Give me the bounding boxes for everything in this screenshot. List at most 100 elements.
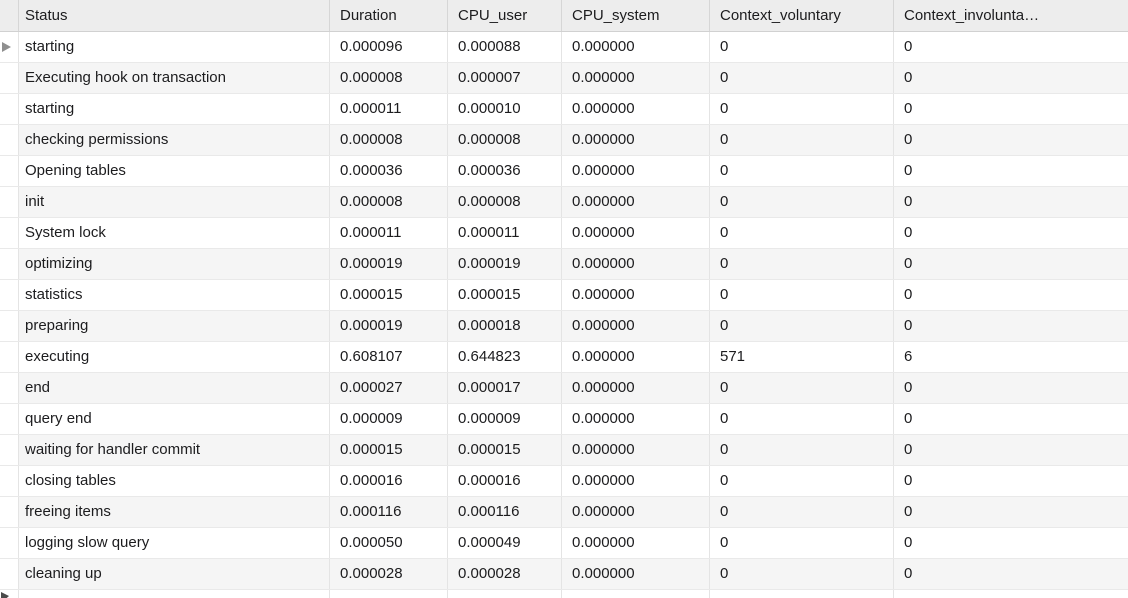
cell-duration[interactable]: 0.000009 <box>329 404 447 434</box>
cell-cpu_system[interactable]: 0.000000 <box>561 342 709 372</box>
cell-context_involuntary[interactable]: 0 <box>893 218 1128 248</box>
cell-cpu_system[interactable]: 0.000000 <box>561 63 709 93</box>
table-row[interactable]: optimizing 0.000019 0.000019 0.000000 0 0 <box>0 249 1128 280</box>
cell-context_involuntary[interactable]: 0 <box>893 249 1128 279</box>
cell-cpu_user[interactable]: 0.000049 <box>447 528 561 558</box>
cell-duration[interactable]: 0.000011 <box>329 94 447 124</box>
cell-status[interactable]: starting <box>18 94 329 124</box>
table-row[interactable]: starting 0.000096 0.000088 0.000000 0 0 <box>0 32 1128 63</box>
cell-context_voluntary[interactable]: 571 <box>709 342 893 372</box>
cell-context_involuntary[interactable]: 0 <box>893 528 1128 558</box>
cell-duration[interactable]: 0.000028 <box>329 559 447 589</box>
table-row[interactable]: closing tables 0.000016 0.000016 0.000000 0 0 <box>0 466 1128 497</box>
column-header-context_involuntary[interactable]: Context_involunta… <box>893 0 1128 31</box>
cell-cpu_user[interactable]: 0.000016 <box>447 466 561 496</box>
cell-context_involuntary[interactable]: 0 <box>893 373 1128 403</box>
table-row[interactable]: Executing hook on transaction 0.000008 0.0… <box>0 63 1128 94</box>
cell-context_voluntary[interactable]: 0 <box>709 311 893 341</box>
cell-duration[interactable]: 0.000015 <box>329 435 447 465</box>
cell-cpu_system[interactable]: 0.000000 <box>561 528 709 558</box>
cell-cpu_user[interactable]: 0.000028 <box>447 559 561 589</box>
cell-context_voluntary[interactable]: 0 <box>709 435 893 465</box>
cell-status[interactable]: preparing <box>18 311 329 341</box>
cell-status[interactable]: checking permissions <box>18 125 329 155</box>
cell-status[interactable]: statistics <box>18 280 329 310</box>
cell-cpu_user[interactable]: 0.000036 <box>447 156 561 186</box>
cell-context_voluntary[interactable]: 0 <box>709 187 893 217</box>
table-row[interactable]: cleaning up 0.000028 0.000028 0.000000 0 0 <box>0 559 1128 590</box>
table-row[interactable]: Opening tables 0.000036 0.000036 0.000000 0 0 <box>0 156 1128 187</box>
column-header-cpu_user[interactable]: CPU_user <box>447 0 561 31</box>
cell-context_involuntary[interactable]: 6 <box>893 342 1128 372</box>
cell-cpu_system[interactable]: 0.000000 <box>561 373 709 403</box>
cell-context_involuntary[interactable]: 0 <box>893 156 1128 186</box>
cell-cpu_system[interactable]: 0.000000 <box>561 156 709 186</box>
cell-cpu_system[interactable]: 0.000000 <box>561 187 709 217</box>
cell-cpu_user[interactable]: 0.000015 <box>447 280 561 310</box>
cell-context_voluntary[interactable]: 0 <box>709 497 893 527</box>
cell-cpu_system[interactable]: 0.000000 <box>561 435 709 465</box>
table-row[interactable]: query end 0.000009 0.000009 0.000000 0 0 <box>0 404 1128 435</box>
cell-cpu_user[interactable]: 0.000017 <box>447 373 561 403</box>
cell-context_involuntary[interactable]: 0 <box>893 311 1128 341</box>
table-row[interactable]: starting 0.000011 0.000010 0.000000 0 0 <box>0 94 1128 125</box>
cell-context_involuntary[interactable]: 0 <box>893 559 1128 589</box>
cell-status[interactable]: logging slow query <box>18 528 329 558</box>
cell-duration[interactable]: 0.000036 <box>329 156 447 186</box>
table-row[interactable]: preparing 0.000019 0.000018 0.000000 0 0 <box>0 311 1128 342</box>
cell-status[interactable]: query end <box>18 404 329 434</box>
cell-context_voluntary[interactable]: 0 <box>709 218 893 248</box>
cell-cpu_user[interactable]: 0.000010 <box>447 94 561 124</box>
cell-duration[interactable]: 0.000019 <box>329 249 447 279</box>
cell-cpu_system[interactable]: 0.000000 <box>561 404 709 434</box>
cell-cpu_system[interactable]: 0.000000 <box>561 218 709 248</box>
cell-cpu_user[interactable]: 0.000009 <box>447 404 561 434</box>
cell-context_voluntary[interactable]: 0 <box>709 404 893 434</box>
cell-context_involuntary[interactable]: 0 <box>893 187 1128 217</box>
cell-cpu_user[interactable]: 0.000088 <box>447 32 561 62</box>
table-row[interactable]: freeing items 0.000116 0.000116 0.000000 0 0 <box>0 497 1128 528</box>
cell-cpu_system[interactable]: 0.000000 <box>561 32 709 62</box>
cell-cpu_system[interactable]: 0.000000 <box>561 311 709 341</box>
cell-cpu_user[interactable]: 0.000019 <box>447 249 561 279</box>
column-header-status[interactable]: Status <box>18 0 329 31</box>
cell-status[interactable]: init <box>18 187 329 217</box>
cell-cpu_user[interactable]: 0.000008 <box>447 125 561 155</box>
cell-status[interactable]: freeing items <box>18 497 329 527</box>
cell-duration[interactable]: 0.000096 <box>329 32 447 62</box>
table-row[interactable]: checking permissions 0.000008 0.000008 0.00… <box>0 125 1128 156</box>
cell-duration[interactable]: 0.000116 <box>329 497 447 527</box>
cell-duration[interactable]: 0.000050 <box>329 528 447 558</box>
table-row[interactable]: init 0.000008 0.000008 0.000000 0 0 <box>0 187 1128 218</box>
cell-context_involuntary[interactable]: 0 <box>893 466 1128 496</box>
cell-context_involuntary[interactable]: 0 <box>893 32 1128 62</box>
cell-status[interactable]: System lock <box>18 218 329 248</box>
table-row[interactable]: end 0.000027 0.000017 0.000000 0 0 <box>0 373 1128 404</box>
cell-cpu_system[interactable]: 0.000000 <box>561 280 709 310</box>
cell-cpu_user[interactable]: 0.000011 <box>447 218 561 248</box>
cell-cpu_system[interactable]: 0.000000 <box>561 249 709 279</box>
cell-duration[interactable]: 0.000027 <box>329 373 447 403</box>
cell-context_voluntary[interactable]: 0 <box>709 280 893 310</box>
cell-status[interactable]: Opening tables <box>18 156 329 186</box>
cell-cpu_user[interactable]: 0.000008 <box>447 187 561 217</box>
cell-context_involuntary[interactable]: 0 <box>893 63 1128 93</box>
cell-duration[interactable]: 0.000008 <box>329 125 447 155</box>
cell-status[interactable]: waiting for handler commit <box>18 435 329 465</box>
table-row[interactable]: waiting for handler commit 0.000015 0.0000… <box>0 435 1128 466</box>
column-header-duration[interactable]: Duration <box>329 0 447 31</box>
cell-cpu_user[interactable]: 0.000018 <box>447 311 561 341</box>
cell-context_voluntary[interactable]: 0 <box>709 32 893 62</box>
column-header-context_voluntary[interactable]: Context_voluntary <box>709 0 893 31</box>
cell-cpu_system[interactable]: 0.000000 <box>561 559 709 589</box>
cell-cpu_system[interactable]: 0.000000 <box>561 125 709 155</box>
cell-cpu_user[interactable]: 0.644823 <box>447 342 561 372</box>
cell-duration[interactable]: 0.000019 <box>329 311 447 341</box>
cell-cpu_system[interactable]: 0.000000 <box>561 497 709 527</box>
cell-context_involuntary[interactable]: 0 <box>893 125 1128 155</box>
table-row[interactable]: statistics 0.000015 0.000015 0.000000 0 0 <box>0 280 1128 311</box>
cell-status[interactable]: cleaning up <box>18 559 329 589</box>
cell-duration[interactable]: 0.000008 <box>329 187 447 217</box>
cell-context_voluntary[interactable]: 0 <box>709 94 893 124</box>
cell-context_involuntary[interactable]: 0 <box>893 404 1128 434</box>
